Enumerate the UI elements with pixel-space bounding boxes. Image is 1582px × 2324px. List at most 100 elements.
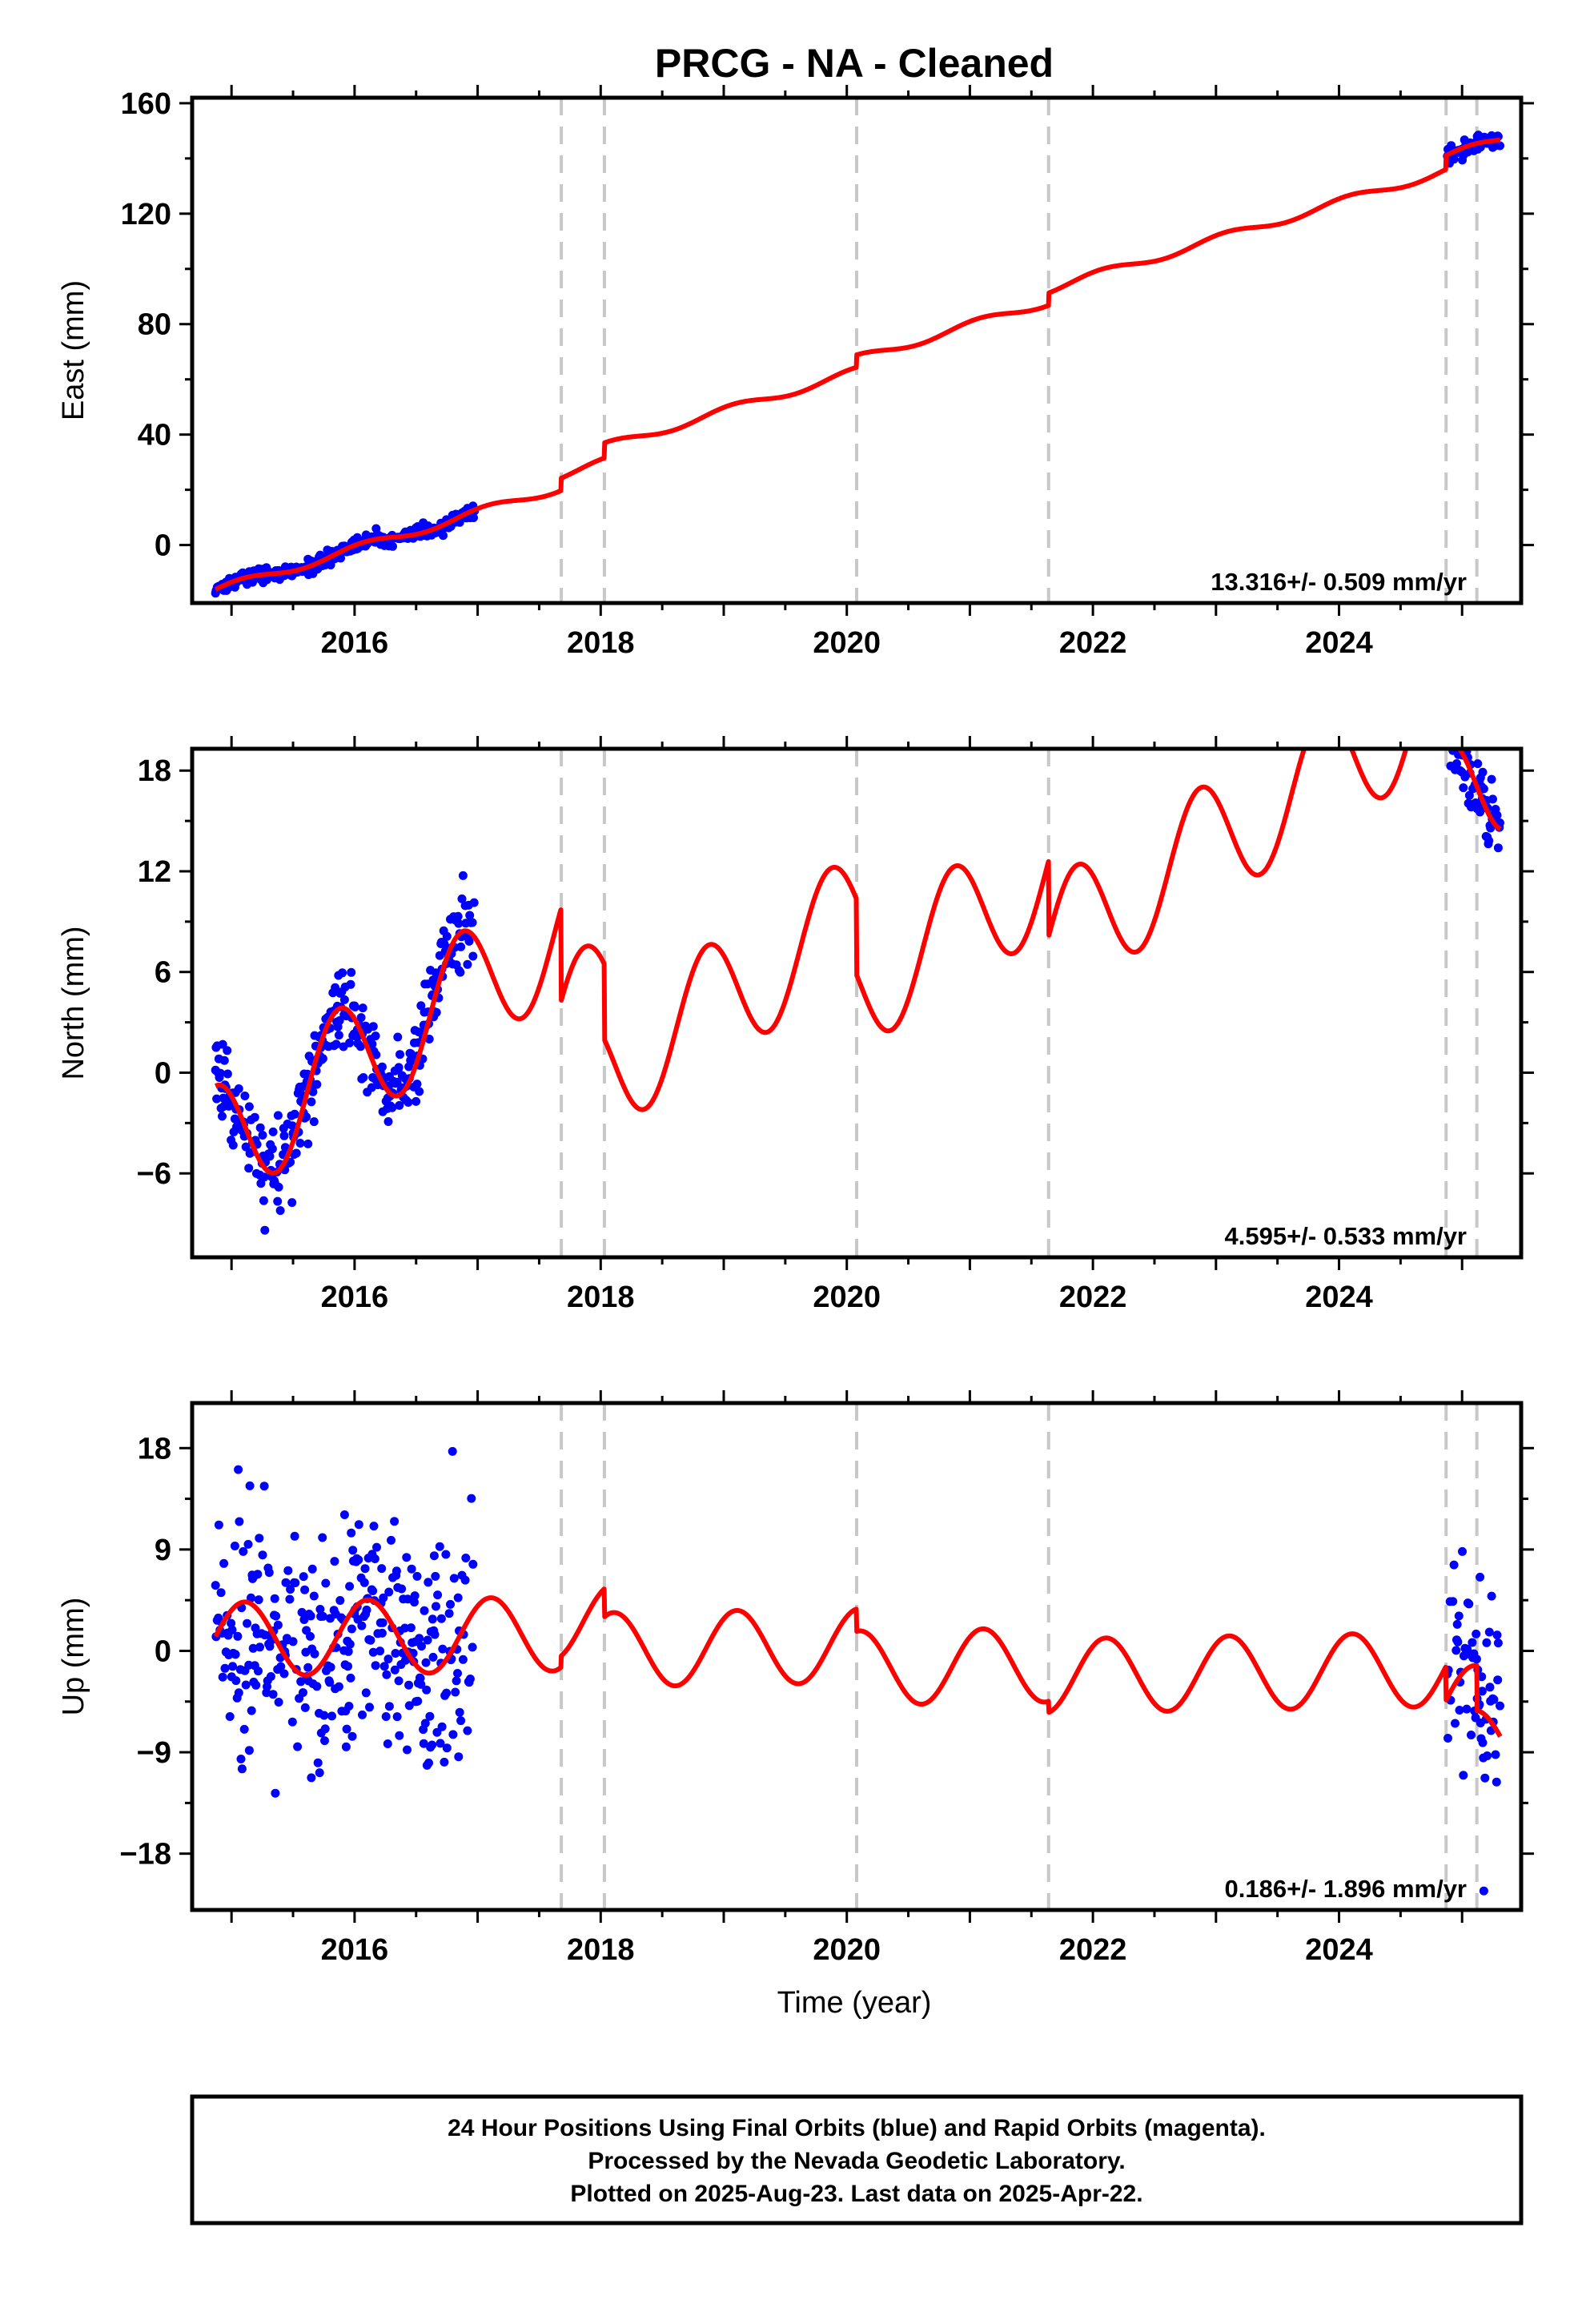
data-point bbox=[219, 1055, 229, 1065]
data-point bbox=[306, 1631, 315, 1641]
data-point bbox=[339, 1510, 349, 1519]
data-point bbox=[347, 1624, 356, 1634]
data-point bbox=[371, 1050, 381, 1059]
data-point bbox=[433, 1590, 443, 1600]
data-point bbox=[1464, 1599, 1474, 1609]
data-point bbox=[319, 1711, 329, 1720]
data-point bbox=[254, 1667, 263, 1676]
data-point bbox=[223, 1046, 232, 1055]
data-point bbox=[266, 1672, 275, 1681]
data-point bbox=[371, 1661, 380, 1671]
data-point bbox=[334, 1031, 343, 1040]
data-point bbox=[279, 1669, 289, 1679]
data-point bbox=[406, 1623, 416, 1633]
data-point bbox=[225, 1099, 234, 1108]
data-point bbox=[384, 1702, 394, 1711]
x-tick-label: 2022 bbox=[1059, 1281, 1127, 1314]
data-point bbox=[237, 1764, 247, 1774]
data-point bbox=[454, 919, 464, 928]
y-tick-label: 18 bbox=[138, 1432, 171, 1466]
data-point bbox=[358, 1710, 367, 1719]
data-point bbox=[356, 1013, 366, 1023]
data-point bbox=[1453, 1637, 1463, 1647]
data-point bbox=[424, 1035, 434, 1043]
data-point bbox=[424, 1578, 433, 1587]
data-point bbox=[291, 1578, 300, 1587]
data-point bbox=[360, 1564, 370, 1574]
data-point bbox=[1462, 1704, 1472, 1714]
data-point bbox=[406, 1049, 416, 1059]
data-point bbox=[1487, 1591, 1496, 1601]
data-point bbox=[383, 1739, 392, 1748]
x-tick-label: 2022 bbox=[1059, 1933, 1127, 1967]
y-axis-title: Up (mm) bbox=[57, 1598, 90, 1716]
data-point bbox=[1445, 715, 1454, 724]
data-point bbox=[1451, 1719, 1460, 1728]
plot-area bbox=[211, 715, 1504, 1257]
data-point bbox=[428, 1652, 438, 1662]
data-point bbox=[379, 1593, 388, 1602]
data-point bbox=[1483, 1751, 1492, 1760]
data-point bbox=[227, 1618, 236, 1628]
data-point bbox=[453, 1669, 462, 1678]
data-point bbox=[342, 1724, 351, 1734]
data-point bbox=[245, 1481, 255, 1490]
y-tick-label: 40 bbox=[138, 419, 171, 452]
data-point bbox=[1480, 1773, 1490, 1783]
y-tick-label: 6 bbox=[155, 956, 171, 990]
data-point bbox=[1484, 1627, 1494, 1637]
data-point bbox=[214, 1520, 223, 1530]
data-point bbox=[287, 1717, 297, 1727]
data-point bbox=[1489, 1695, 1499, 1704]
data-point bbox=[461, 1554, 471, 1562]
data-point bbox=[1479, 784, 1488, 794]
data-point bbox=[312, 1682, 322, 1691]
data-point bbox=[313, 1758, 323, 1767]
data-point bbox=[463, 959, 472, 969]
data-point bbox=[1452, 1619, 1462, 1629]
data-point bbox=[397, 1584, 407, 1594]
data-point bbox=[369, 1522, 379, 1531]
data-point bbox=[276, 1662, 286, 1671]
y-tick-label: 18 bbox=[138, 754, 171, 788]
data-point bbox=[431, 1571, 440, 1581]
data-point bbox=[218, 1112, 227, 1121]
data-point bbox=[240, 1092, 250, 1100]
data-point bbox=[244, 1102, 254, 1112]
model-curve bbox=[213, 1586, 1503, 1739]
data-point bbox=[281, 1578, 291, 1587]
data-point bbox=[1452, 726, 1460, 734]
data-point bbox=[378, 1618, 387, 1627]
data-point bbox=[309, 1591, 319, 1601]
data-point bbox=[1482, 1638, 1492, 1647]
data-point bbox=[346, 1673, 355, 1683]
data-point bbox=[449, 1574, 459, 1583]
data-point bbox=[1452, 1646, 1461, 1655]
data-point bbox=[251, 1680, 261, 1690]
data-point bbox=[241, 1680, 251, 1690]
chart-title: PRCG - NA - Cleaned bbox=[655, 41, 1054, 86]
y-tick-label: −18 bbox=[120, 1838, 171, 1872]
data-point bbox=[454, 1752, 464, 1762]
data-point bbox=[345, 1582, 355, 1591]
footer-line-2: Processed by the Nevada Geodetic Laborat… bbox=[588, 2148, 1125, 2174]
data-point bbox=[448, 1446, 457, 1456]
data-point bbox=[219, 1558, 229, 1568]
data-point bbox=[1493, 1638, 1503, 1648]
data-point bbox=[420, 1719, 430, 1728]
data-point bbox=[343, 1662, 352, 1671]
velocity-label: 0.186+/- 1.896 mm/yr bbox=[1225, 1875, 1467, 1903]
data-point bbox=[223, 1069, 232, 1079]
data-point bbox=[396, 1050, 404, 1059]
data-point bbox=[357, 1621, 367, 1630]
data-point bbox=[377, 1062, 387, 1072]
data-point bbox=[273, 1196, 283, 1206]
data-point bbox=[264, 1568, 274, 1578]
data-point bbox=[241, 1142, 251, 1152]
data-point bbox=[407, 1564, 416, 1574]
data-point bbox=[230, 1542, 239, 1550]
data-point bbox=[254, 1595, 263, 1605]
x-tick-label: 2018 bbox=[567, 1281, 635, 1314]
y-tick-label: −6 bbox=[137, 1157, 171, 1191]
